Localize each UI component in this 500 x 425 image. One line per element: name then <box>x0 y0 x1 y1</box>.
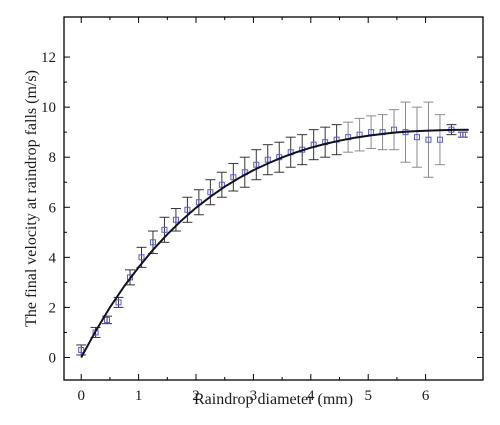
data-point <box>413 134 420 141</box>
fit-curve <box>80 128 469 358</box>
data-point <box>104 316 111 323</box>
data-point <box>425 136 432 143</box>
data-point <box>264 156 271 163</box>
x-tick-label: 6 <box>422 388 430 404</box>
x-axis-label: Raindrop diameter (mm) <box>194 391 353 408</box>
y-tick-label: 4 <box>49 250 57 266</box>
y-axis-label: The final velocity at raindrop falls (m/… <box>23 70 40 327</box>
x-tick-label: 2 <box>192 388 200 404</box>
data-point <box>138 254 145 261</box>
y-tick-label: 10 <box>41 100 56 116</box>
data-point <box>161 226 168 233</box>
plot-frame <box>63 16 484 381</box>
y-tick-label: 2 <box>49 300 57 316</box>
y-tick-label: 8 <box>49 150 57 166</box>
data-point <box>172 216 179 223</box>
y-tick-label: 12 <box>41 50 56 66</box>
plot-area <box>76 101 469 358</box>
x-tick-label: 1 <box>135 388 143 404</box>
data-point <box>184 206 191 213</box>
x-tick-label: 4 <box>307 388 315 404</box>
y-tick-label: 6 <box>49 200 57 216</box>
data-point <box>253 161 260 168</box>
data-point <box>436 136 443 143</box>
data-point <box>115 299 122 306</box>
data-point <box>207 189 214 196</box>
data-point <box>230 174 237 181</box>
x-tick-label: 0 <box>77 388 85 404</box>
data-point <box>78 346 85 353</box>
data-point <box>218 181 225 188</box>
x-tick-label: 3 <box>250 388 258 404</box>
y-tick-label: 0 <box>49 350 57 366</box>
data-point <box>149 239 156 246</box>
x-tick-label: 5 <box>364 388 372 404</box>
data-point <box>459 131 466 138</box>
